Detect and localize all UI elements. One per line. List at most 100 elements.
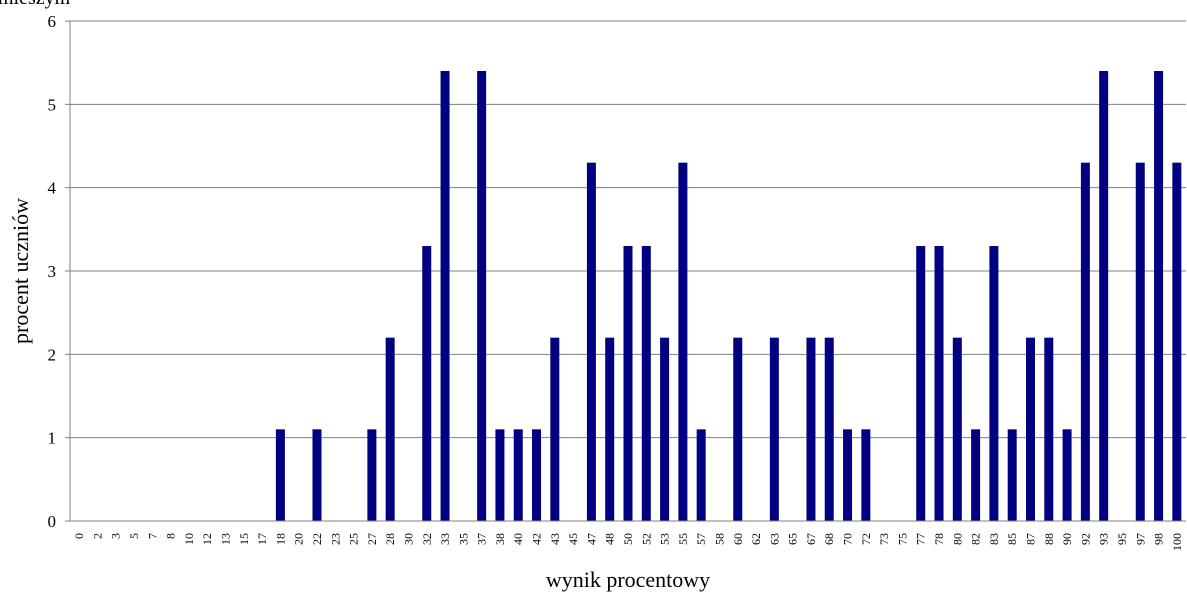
bar — [769, 337, 779, 521]
bar — [367, 429, 377, 521]
x-tick-label: 83 — [987, 533, 1001, 545]
x-tick-label: 45 — [566, 533, 580, 545]
x-tick-label: 20 — [292, 533, 306, 545]
x-tick-label: 65 — [786, 533, 800, 545]
bar — [1099, 71, 1109, 521]
x-tick-label: 48 — [603, 533, 617, 545]
bar — [605, 337, 615, 521]
x-tick-label: 82 — [969, 533, 983, 545]
x-tick-label: 57 — [694, 533, 708, 545]
x-tick-label: 72 — [859, 533, 873, 545]
x-tick-label: 17 — [255, 533, 269, 545]
bar — [1080, 162, 1090, 521]
bar — [916, 246, 926, 521]
x-tick-label: 60 — [731, 533, 745, 545]
x-tick-label: 67 — [804, 533, 818, 545]
x-axis-label: wynik procentowy — [546, 567, 710, 592]
bar — [678, 162, 688, 521]
x-tick-label: 32 — [420, 533, 434, 545]
y-tick-label: 3 — [48, 262, 57, 281]
bar — [733, 337, 743, 521]
x-tick-label: 40 — [511, 533, 525, 545]
bar — [934, 246, 944, 521]
x-tick-label: 50 — [621, 533, 635, 545]
x-tick-label: 70 — [841, 533, 855, 545]
y-tick-label: 0 — [48, 512, 57, 531]
x-tick-label: 92 — [1078, 533, 1092, 545]
bar — [495, 429, 505, 521]
x-tick-label: 15 — [237, 533, 251, 545]
bar — [696, 429, 706, 521]
x-tick-label: 93 — [1097, 533, 1111, 545]
bar — [1062, 429, 1072, 521]
bar — [532, 429, 542, 521]
bar — [1025, 337, 1035, 521]
y-tick-label: 4 — [48, 179, 57, 198]
x-tick-label: 97 — [1133, 533, 1147, 545]
bar — [861, 429, 871, 521]
x-tick-label: 47 — [584, 533, 598, 545]
x-tick-label: 73 — [877, 533, 891, 545]
x-tick-label: 43 — [548, 533, 562, 545]
bar — [422, 246, 432, 521]
bar — [623, 246, 633, 521]
x-tick-label: 55 — [676, 533, 690, 545]
bar — [1154, 71, 1164, 521]
x-tick-label: 28 — [383, 533, 397, 545]
x-tick-label: 95 — [1115, 533, 1129, 545]
bar — [971, 429, 981, 521]
x-tick-label: 100 — [1170, 533, 1184, 551]
bar — [513, 429, 523, 521]
x-tick-label: 30 — [401, 533, 415, 545]
x-tick-label: 18 — [273, 533, 287, 545]
bar — [1044, 337, 1054, 521]
x-tick-label: 0 — [72, 533, 86, 539]
y-axis-label: procent uczniów — [8, 198, 33, 344]
x-tick-label: 35 — [456, 533, 470, 545]
x-tick-label: 87 — [1023, 533, 1037, 545]
x-tick-label: 85 — [1005, 533, 1019, 545]
bar — [385, 337, 395, 521]
x-tick-label: 42 — [530, 533, 544, 545]
bar — [989, 246, 999, 521]
bar — [275, 429, 285, 521]
bar — [660, 337, 670, 521]
x-tick-label: 2 — [90, 533, 104, 539]
x-tick-label: 52 — [639, 533, 653, 545]
x-tick-label: 63 — [767, 533, 781, 545]
x-tick-label: 33 — [438, 533, 452, 545]
bar — [824, 337, 834, 521]
bar — [806, 337, 816, 521]
x-tick-label: 25 — [347, 533, 361, 545]
bar — [440, 71, 450, 521]
x-tick-label: 37 — [475, 533, 489, 545]
x-tick-label: 22 — [310, 533, 324, 545]
x-tick-label: 78 — [932, 533, 946, 545]
bar — [1007, 429, 1017, 521]
x-tick-label: 13 — [219, 533, 233, 545]
bar — [586, 162, 596, 521]
x-tick-label: 53 — [658, 533, 672, 545]
x-tick-label: 12 — [200, 533, 214, 545]
x-tick-label: 80 — [950, 533, 964, 545]
x-tick-label: 7 — [145, 533, 159, 539]
x-tick-label: 88 — [1042, 533, 1056, 545]
x-tick-label: 27 — [365, 533, 379, 545]
x-tick-label: 98 — [1152, 533, 1166, 545]
bar — [843, 429, 853, 521]
bar — [1135, 162, 1145, 521]
x-tick-label: 5 — [127, 533, 141, 539]
x-tick-label: 62 — [749, 533, 763, 545]
x-tick-label: 75 — [895, 533, 909, 545]
x-tick-label: 90 — [1060, 533, 1074, 545]
bar — [1172, 162, 1182, 521]
x-tick-label: 10 — [182, 533, 196, 545]
bar — [641, 246, 651, 521]
bar — [550, 337, 560, 521]
x-tick-label: 23 — [328, 533, 342, 545]
y-tick-label: 5 — [48, 95, 57, 114]
bar — [312, 429, 322, 521]
y-tick-label: 2 — [48, 345, 57, 364]
bar — [952, 337, 962, 521]
